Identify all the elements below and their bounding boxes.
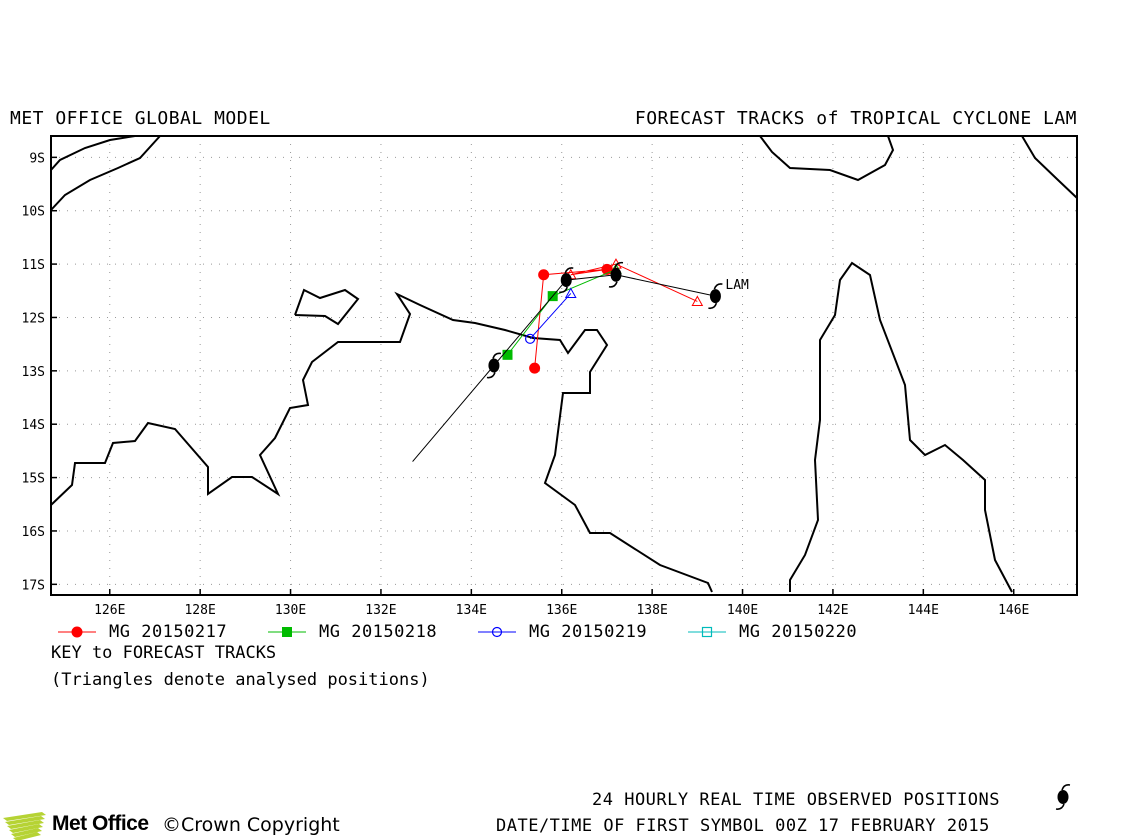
cyclone-eye [610,267,622,282]
observed-positions: LAM [412,261,749,462]
track-line-3 [529,293,572,340]
cyclone-arm [1061,784,1071,791]
coastline [1021,135,1078,199]
x-tick-label: 134E [456,603,487,618]
legend-label-mg-20150218: MG 20150218 [319,622,438,642]
forecast-position-marker [525,333,536,344]
y-tick-label: 17S [22,578,45,593]
copyright-label: Crown Copyright [181,814,340,836]
coastline [759,135,895,182]
cyclone-arm [559,286,569,294]
legend-marker-icon [701,626,713,638]
forecast-position-marker [538,269,550,281]
track-line-1 [534,263,698,369]
cyclone-arm [608,281,618,288]
legend-label-mg-20150217: MG 20150217 [109,622,228,642]
chart-title: FORECAST TRACKS of TROPICAL CYCLONE LAM [634,108,1077,129]
first-symbol-datetime: DATE/TIME OF FIRST SYMBOL 00Z 17 FEBRUAR… [496,816,990,836]
cyclone-arm [708,302,718,310]
cyclone-arm [1055,803,1065,810]
x-tick-label: 138E [636,603,667,618]
met-office-logo-icon [3,812,46,840]
x-tick-label: 140E [727,603,758,618]
analysed-position-triangle [691,295,704,306]
met-office-logo-text: Met Office [52,812,149,835]
x-tick-label: 130E [275,603,306,618]
x-tick-label: 136E [546,603,577,618]
coastlines [50,135,1078,593]
cyclone-symbol-icon [486,352,502,379]
forecast-position-marker [502,349,513,360]
legend-marker-icon [71,626,83,638]
cyclone-arm [614,261,624,269]
cyclone-eye [488,358,500,373]
key-title: KEY to FORECAST TRACKS [51,643,277,663]
logo-stripe [3,812,46,821]
storm-label: LAM [725,278,749,293]
cyclone-eye [709,289,721,304]
cyclone-symbol-icon [1055,784,1071,810]
cyclone-arm [564,267,574,274]
key-note: (Triangles denote analysed positions) [51,670,430,690]
footer-cyclone-symbol [1055,784,1071,810]
grid-lines [51,136,1077,595]
copyright-notice: ©Crown Copyright [162,814,340,836]
axis-ticks: 126E 128E 130E 132E 134E 136E 138E 140E 142E 144E… [22,151,1030,618]
x-tick-label: 144E [908,603,939,618]
logo-stripe [5,816,45,825]
logo-stripe [13,832,41,840]
y-tick-label: 13S [22,365,45,380]
page-title: MET OFFICE GLOBAL MODEL [10,108,271,129]
legend-label-mg-20150219: MG 20150219 [529,622,648,642]
logo-stripe [9,824,43,833]
x-tick-label: 146E [998,603,1029,618]
legend-markers [58,626,726,638]
y-tick-label: 12S [22,311,45,326]
x-tick-label: 142E [817,603,848,618]
cyclone-symbol-icon [608,261,624,288]
observed-positions-label: 24 HOURLY REAL TIME OBSERVED POSITIONS [592,790,1000,810]
y-tick-label: 11S [22,258,45,273]
cyclone-arm [713,283,723,290]
map-frame [50,135,1078,596]
logo-stripe [11,828,42,837]
coastline [789,261,1013,593]
analysed-position-triangle [564,287,577,298]
y-tick-label: 9S [29,151,45,166]
coastline [50,291,713,593]
legend-marker-icon [282,627,292,637]
y-tick-label: 15S [22,472,45,487]
x-tick-label: 132E [365,603,396,618]
y-tick-label: 10S [22,205,45,220]
cyclone-eye [560,273,572,288]
x-tick-label: 126E [94,603,125,618]
coastline [50,135,161,211]
copyright-icon: © [162,814,181,836]
coastline [294,288,360,326]
cyclone-arm [486,372,496,379]
observed-track-line [412,274,716,462]
legend-marker-icon [491,626,503,638]
cyclone-symbol-icon [708,283,723,310]
forecast-position-marker [529,362,541,374]
coastline [50,135,136,171]
cyclone-symbol-icon [559,267,574,294]
logo-stripe [7,820,44,829]
x-tick-label: 128E [184,603,215,618]
cyclone-arm [492,352,502,359]
cyclone-eye [1057,790,1069,804]
y-tick-label: 16S [22,525,45,540]
y-tick-label: 14S [22,418,45,433]
legend-label-mg-20150220: MG 20150220 [739,622,858,642]
